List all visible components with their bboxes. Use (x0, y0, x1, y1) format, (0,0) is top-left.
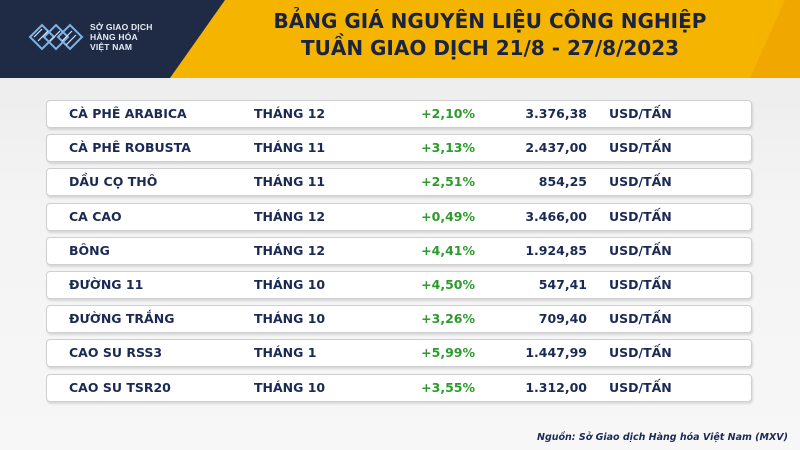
contract-month: THÁNG 11 (254, 174, 326, 190)
commodity-name: CAO SU TSR20 (69, 379, 171, 395)
commodity-name: ĐƯỜNG 11 (69, 276, 144, 292)
contract-month: THÁNG 12 (254, 106, 326, 121)
commodity-name: ĐƯỜNG TRẮNG (69, 311, 175, 327)
contract-month: THÁNG 12 (254, 208, 326, 224)
weekly-change: +0,49% (421, 208, 475, 224)
commodity-name: BÔNG (69, 242, 110, 258)
commodity-name: CA CAO (69, 208, 122, 224)
weekly-change: +4,41% (421, 242, 475, 258)
closing-price: 547,41 (538, 276, 587, 292)
page-title: BẢNG GIÁ NGUYÊN LIỆU CÔNG NGHIỆP TUẦN GI… (210, 8, 770, 62)
logo-line: SỞ GIAO DỊCH (90, 22, 153, 32)
contract-month: THÁNG 10 (254, 276, 326, 292)
commodity-name: CAO SU RSS3 (69, 345, 163, 361)
table-row: DẦU CỌ THÔ THÁNG 11 +2,51% 854,25 USD/TẤ… (46, 168, 752, 197)
price-unit: USD/TẤN (609, 242, 672, 258)
header-yellow-band (170, 0, 800, 78)
title-line-2: TUẦN GIAO DỊCH 21/8 - 27/8/2023 (300, 36, 680, 60)
logo-line: HÀNG HÓA (90, 32, 138, 42)
price-unit: USD/TẤN (609, 345, 672, 361)
commodity-name: CÀ PHÊ ROBUSTA (69, 140, 191, 156)
weekly-change: +3,55% (421, 379, 475, 395)
table-row: ĐƯỜNG 11 THÁNG 10 +4,50% 547,41 USD/TẤN (46, 270, 752, 299)
commodity-name: CÀ PHÊ ARABICA (69, 106, 187, 121)
logo-line: VIỆT NAM (90, 42, 133, 52)
contract-month: THÁNG 11 (254, 140, 326, 156)
commodity-name: DẦU CỌ THÔ (69, 174, 158, 190)
closing-price: 1.312,00 (525, 379, 587, 395)
source-note: Nguồn: Sở Giao dịch Hàng hóa Việt Nam (M… (537, 432, 788, 443)
contract-month: THÁNG 12 (254, 242, 326, 258)
price-unit: USD/TẤN (609, 208, 672, 224)
table-row: ĐƯỜNG TRẮNG THÁNG 10 +3,26% 709,40 USD/T… (46, 305, 752, 334)
contract-month: THÁNG 10 (254, 379, 326, 395)
weekly-change: +3,13% (421, 140, 475, 156)
weekly-change: +3,26% (421, 311, 475, 327)
mxv-logo-icon (28, 23, 84, 51)
closing-price: 1.924,85 (525, 242, 587, 258)
table-row: BÔNG THÁNG 12 +4,41% 1.924,85 USD/TẤN (46, 236, 752, 265)
closing-price: 854,25 (538, 174, 587, 190)
price-unit: USD/TẤN (609, 379, 672, 395)
price-table: CÀ PHÊ ARABICA THÁNG 12 +2,10% 3.376,38 … (46, 100, 752, 408)
closing-price: 709,40 (538, 311, 587, 327)
price-unit: USD/TẤN (609, 174, 672, 190)
closing-price: 3.466,00 (525, 208, 587, 224)
closing-price: 2.437,00 (525, 140, 587, 156)
table-row: CAO SU TSR20 THÁNG 10 +3,55% 1.312,00 US… (46, 373, 752, 402)
logo-text: SỞ GIAO DỊCH HÀNG HÓA VIỆT NAM (90, 22, 153, 52)
closing-price: 1.447,99 (525, 345, 587, 361)
table-row: CÀ PHÊ ARABICA THÁNG 12 +2,10% 3.376,38 … (46, 100, 752, 128)
table-row: CA CAO THÁNG 12 +0,49% 3.466,00 USD/TẤN (46, 202, 752, 231)
price-unit: USD/TẤN (609, 106, 672, 121)
price-unit: USD/TẤN (609, 140, 672, 156)
price-unit: USD/TẤN (609, 276, 672, 292)
header-banner: SỞ GIAO DỊCH HÀNG HÓA VIỆT NAM BẢNG GIÁ … (0, 0, 800, 78)
weekly-change: +2,51% (421, 174, 475, 190)
weekly-change: +4,50% (421, 276, 475, 292)
table-row: CÀ PHÊ ROBUSTA THÁNG 11 +3,13% 2.437,00 … (46, 134, 752, 163)
title-line-1: BẢNG GIÁ NGUYÊN LIỆU CÔNG NGHIỆP (273, 9, 707, 33)
closing-price: 3.376,38 (525, 106, 587, 121)
weekly-change: +2,10% (421, 106, 475, 121)
price-unit: USD/TẤN (609, 311, 672, 327)
contract-month: THÁNG 10 (254, 311, 326, 327)
weekly-change: +5,99% (421, 345, 475, 361)
contract-month: THÁNG 1 (254, 345, 317, 361)
table-row: CAO SU RSS3 THÁNG 1 +5,99% 1.447,99 USD/… (46, 339, 752, 368)
mxv-logo: SỞ GIAO DỊCH HÀNG HÓA VIỆT NAM (26, 12, 176, 62)
